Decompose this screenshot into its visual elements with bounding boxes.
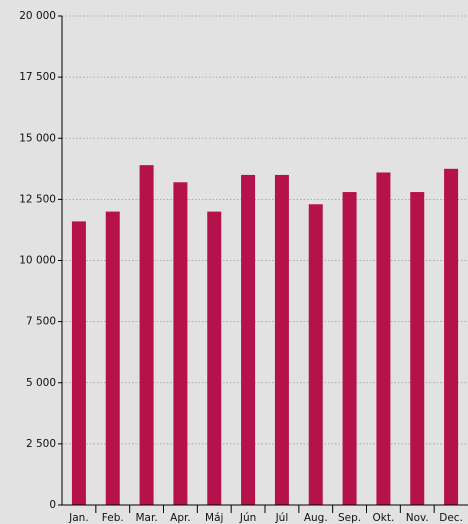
y-tick-label: 10 000: [19, 255, 56, 267]
y-tick-label: 0: [49, 499, 56, 511]
x-tick-label: Feb.: [102, 512, 124, 524]
bar: [410, 192, 425, 506]
bar: [173, 182, 188, 505]
y-tick-label: 2 500: [26, 438, 56, 450]
bar: [342, 192, 357, 506]
bar: [207, 211, 222, 505]
x-tick-label: Nov.: [406, 512, 429, 524]
y-tick-label: 20 000: [19, 10, 56, 22]
bar: [308, 204, 323, 505]
y-tick-label: 17 500: [19, 71, 56, 83]
bar: [376, 172, 391, 506]
x-tick-label: Júl: [275, 512, 289, 524]
y-tick-label: 5 000: [26, 377, 56, 389]
bar: [105, 211, 120, 505]
x-tick-label: Dec.: [439, 512, 463, 524]
x-tick-label: Jún: [239, 512, 256, 524]
y-tick-label: 15 000: [19, 132, 56, 144]
x-tick-label: Apr.: [170, 512, 191, 524]
x-tick-label: Jan.: [68, 512, 89, 524]
bar: [139, 165, 154, 505]
bar: [274, 174, 289, 506]
bar: [71, 221, 86, 505]
x-tick-label: Okt.: [373, 512, 395, 524]
y-tick-label: 12 500: [19, 193, 56, 205]
x-tick-label: Máj: [205, 512, 223, 524]
bar: [241, 174, 256, 506]
x-tick-label: Aug.: [304, 512, 328, 524]
bar: [444, 168, 459, 505]
x-tick-label: Mar.: [135, 512, 157, 524]
y-tick-label: 7 500: [26, 316, 56, 328]
x-tick-label: Sep.: [338, 512, 361, 524]
